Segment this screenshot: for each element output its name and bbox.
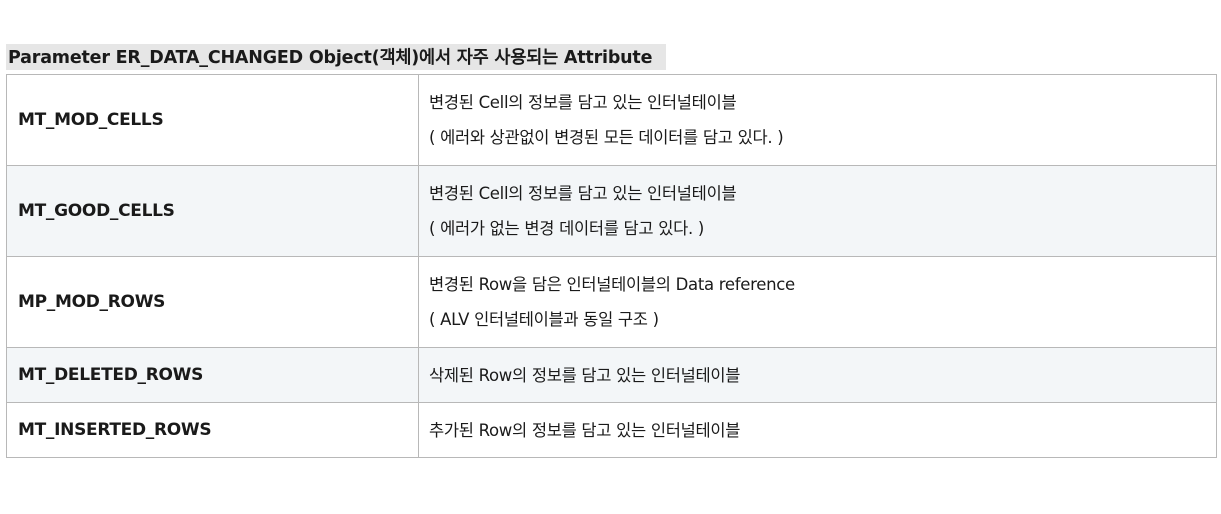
table-row: MT_GOOD_CELLS 변경된 Cell의 정보를 담고 있는 인터널테이블…	[6, 165, 1217, 257]
attribute-name: MT_INSERTED_ROWS	[6, 402, 419, 458]
attribute-description: 추가된 Row의 정보를 담고 있는 인터널테이블	[418, 402, 1217, 458]
description-line: 삭제된 Row의 정보를 담고 있는 인터널테이블	[429, 365, 741, 385]
description-note: ( ALV 인터널테이블과 동일 구조 )	[429, 310, 659, 329]
description-line: 추가된 Row의 정보를 담고 있는 인터널테이블	[429, 420, 741, 440]
description-line: 변경된 Cell의 정보를 담고 있는 인터널테이블	[429, 93, 737, 112]
attribute-description: 삭제된 Row의 정보를 담고 있는 인터널테이블	[418, 347, 1217, 403]
attribute-table: MT_MOD_CELLS 변경된 Cell의 정보를 담고 있는 인터널테이블 …	[6, 74, 1217, 458]
table-row: MT_INSERTED_ROWS 추가된 Row의 정보를 담고 있는 인터널테…	[6, 402, 1217, 458]
description-note: ( 에러가 없는 변경 데이터를 담고 있다. )	[429, 219, 705, 238]
attribute-description: 변경된 Cell의 정보를 담고 있는 인터널테이블 ( 에러가 없는 변경 데…	[418, 165, 1217, 257]
description-line: 변경된 Cell의 정보를 담고 있는 인터널테이블	[429, 184, 737, 203]
attribute-name: MT_GOOD_CELLS	[6, 165, 419, 257]
attribute-name: MT_MOD_CELLS	[6, 74, 419, 166]
attribute-name: MT_DELETED_ROWS	[6, 347, 419, 403]
attribute-description: 변경된 Cell의 정보를 담고 있는 인터널테이블 ( 에러와 상관없이 변경…	[418, 74, 1217, 166]
table-row: MT_MOD_CELLS 변경된 Cell의 정보를 담고 있는 인터널테이블 …	[6, 74, 1217, 166]
table-row: MT_DELETED_ROWS 삭제된 Row의 정보를 담고 있는 인터널테이…	[6, 347, 1217, 403]
attribute-description: 변경된 Row을 담은 인터널테이블의 Data reference ( ALV…	[418, 256, 1217, 348]
description-note: ( 에러와 상관없이 변경된 모든 데이터를 담고 있다. )	[429, 128, 784, 147]
table-row: MP_MOD_ROWS 변경된 Row을 담은 인터널테이블의 Data ref…	[6, 256, 1217, 348]
section-title: Parameter ER_DATA_CHANGED Object(객체)에서 자…	[6, 44, 667, 70]
attribute-name: MP_MOD_ROWS	[6, 256, 419, 348]
description-line: 변경된 Row을 담은 인터널테이블의 Data reference	[429, 275, 795, 294]
